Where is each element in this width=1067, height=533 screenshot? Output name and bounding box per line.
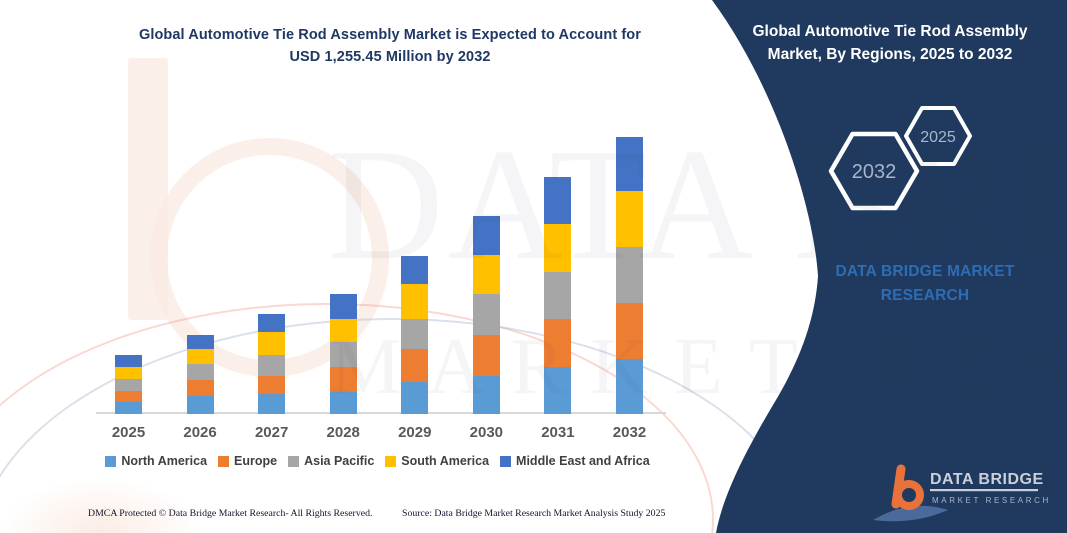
chart-title-line2: USD 1,255.45 Million by 2032 [289,49,491,65]
legend-label: Europe [234,454,278,468]
legend-label: Asia Pacific [304,454,375,468]
source-note: Source: Data Bridge Market Research Mark… [402,508,666,519]
logo-swoosh-icon [873,505,948,522]
legend-swatch-icon [500,455,512,467]
chart-legend: North America Europe Asia Pacific South Ame… [80,454,675,468]
side-panel-title-line2: Market, By Regions, 2025 to 2032 [767,46,1013,63]
legend-swatch-icon [105,455,117,467]
hexagon-2025-label: 2025 [920,129,956,146]
side-panel-background [712,0,1067,533]
chart-title-line1: Global Automotive Tie Rod Assembly Marke… [138,27,642,43]
hexagon-2025 [904,106,972,166]
legend-swatch-icon [218,455,230,467]
legend-swatch-icon [385,455,397,467]
legend-item-middle-east-and-africa: Middle East and Africa [500,454,650,468]
legend-item-asia-pacific: Asia Pacific [288,454,374,468]
legend-label: South America [401,454,490,468]
legend-label: Middle East and Africa [516,454,650,468]
databridge-logo: DATA BRIDGE MARKET RESEARCH [873,464,1051,522]
logo-underline [930,489,1038,492]
legend-item-north-america: North America [105,454,207,468]
side-panel-title: Global Automotive Tie Rod Assembly Marke… [725,20,1055,66]
hexagon-2032 [828,131,920,211]
brand-wordmark-line1: DATA BRIDGE MARKET [835,263,1015,280]
legend-item-south-america: South America [385,454,489,468]
logo-name: DATA BRIDGE [930,471,1044,488]
x-axis-line [96,412,666,414]
side-panel-title-line1: Global Automotive Tie Rod Assembly [752,23,1028,40]
legend-swatch-icon [288,455,300,467]
brand-wordmark-line2: RESEARCH [880,287,970,304]
legend-item-europe: Europe [218,454,277,468]
brand-wordmark: DATA BRIDGE MARKET RESEARCH [795,260,1055,308]
logo-tagline: MARKET RESEARCH [932,496,1051,505]
logo-b-bowl-icon [894,480,924,510]
dmca-notice: DMCA Protected © Data Bridge Market Rese… [88,508,373,519]
legend-label: North America [121,454,208,468]
chart-title: Global Automotive Tie Rod Assembly Marke… [60,24,720,68]
hexagon-2032-label: 2032 [852,161,897,183]
